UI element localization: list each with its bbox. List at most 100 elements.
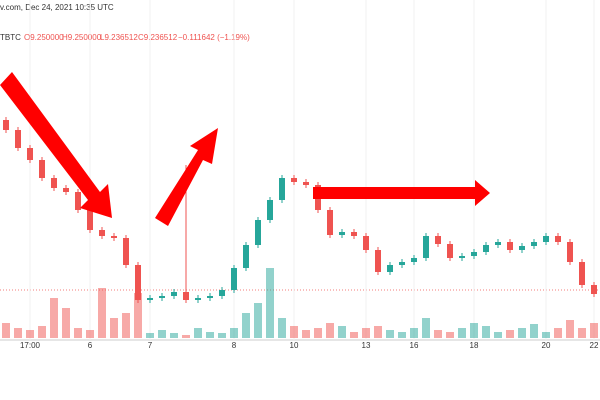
candle-body <box>411 258 417 262</box>
volume-bar <box>566 320 574 338</box>
symbol: TBTC <box>0 33 21 42</box>
candle-body <box>519 246 525 250</box>
candle-body <box>51 178 57 188</box>
volume-bar <box>362 328 370 338</box>
volume-bar <box>254 303 262 338</box>
x-tick-label: 13 <box>362 341 371 350</box>
candle-body <box>15 130 21 148</box>
volume-bar <box>206 332 214 338</box>
header-source: v.com, Dec 24, 2021 10:35 UTC <box>0 3 114 12</box>
candle-body <box>351 232 357 236</box>
volume-bar <box>386 330 394 338</box>
x-tick-label: 7 <box>148 341 153 350</box>
arrow-right <box>313 180 490 206</box>
candle-body <box>363 236 369 250</box>
candle-body <box>387 265 393 272</box>
candle-body <box>147 298 153 300</box>
volume-bar <box>506 330 514 338</box>
candle-body <box>267 200 273 220</box>
candle-body <box>255 220 261 245</box>
x-tick-label: 22 <box>590 341 599 350</box>
candle-body <box>231 268 237 290</box>
volume-bar <box>554 328 562 338</box>
volume-bar <box>338 326 346 338</box>
x-tick-label: 8 <box>232 341 237 350</box>
candle-body <box>3 120 9 130</box>
volume-bar <box>578 328 586 338</box>
x-tick-label: 6 <box>88 341 93 350</box>
arrow-up <box>155 128 218 226</box>
candle-body <box>591 285 597 294</box>
candle-body <box>207 296 213 298</box>
candle-body <box>243 245 249 268</box>
x-tick-label: 16 <box>410 341 419 350</box>
volume-bar <box>374 326 382 338</box>
candle-body <box>459 256 465 258</box>
volume-bar <box>242 313 250 338</box>
candle-body <box>39 160 45 178</box>
volume-bar <box>266 268 274 338</box>
candle-body <box>471 252 477 256</box>
volume-bar <box>410 328 418 338</box>
candle-body <box>423 236 429 258</box>
x-tick-label: 20 <box>542 341 551 350</box>
ohlc-high: H9.250000 <box>62 33 102 42</box>
volume-bar <box>494 332 502 338</box>
volume-bar <box>218 333 226 338</box>
volume-bar <box>470 323 478 338</box>
candle-body <box>543 236 549 242</box>
volume-bar <box>86 330 94 338</box>
volume-bar <box>530 324 538 338</box>
x-tick-label: 18 <box>470 341 479 350</box>
candle-body <box>87 210 93 230</box>
candle-body <box>339 232 345 235</box>
candle-body <box>159 296 165 298</box>
volume-bar <box>278 318 286 338</box>
volume-bar <box>26 330 34 338</box>
volume-bar <box>446 332 454 338</box>
volume-bar <box>122 313 130 338</box>
volume-bar <box>290 326 298 338</box>
volume-bar <box>50 298 58 338</box>
volume-bar <box>170 333 178 338</box>
candle-body <box>399 262 405 265</box>
volume-bar <box>74 328 82 338</box>
candle-body <box>291 178 297 182</box>
candle-body <box>495 242 501 245</box>
arrow-down <box>0 72 112 218</box>
candle-body <box>135 265 141 300</box>
volume-bar <box>98 288 106 338</box>
ohlc-close: C9.236512 <box>138 33 178 42</box>
volume-bar <box>146 333 154 338</box>
volume-bar <box>194 328 202 338</box>
candle-body <box>555 236 561 242</box>
volume-bar <box>458 328 466 338</box>
volume-bar <box>350 332 358 338</box>
arrows <box>0 72 490 226</box>
candle-body <box>219 290 225 296</box>
candle-body <box>195 298 201 300</box>
candle-body <box>63 188 69 192</box>
plot: 17:00 6 7 8 10 13 16 18 20 22 <box>2 0 599 350</box>
candle-body <box>303 182 309 185</box>
volume-bar <box>14 328 22 338</box>
candle-body <box>375 250 381 272</box>
volume-bar <box>110 318 118 338</box>
candle-body <box>123 238 129 265</box>
candle-body <box>435 236 441 244</box>
x-tick-label: 17:00 <box>20 341 41 350</box>
volume-bar <box>326 323 334 338</box>
candle-body <box>483 245 489 252</box>
candle-body <box>279 178 285 200</box>
volume-bar <box>302 330 310 338</box>
ohlc-open: O9.250000 <box>24 33 64 42</box>
volume-bar <box>542 332 550 338</box>
candle-body <box>75 192 81 210</box>
candle-body <box>111 236 117 238</box>
volume-bar <box>314 328 322 338</box>
candle-body <box>27 148 33 160</box>
volume-bar <box>182 335 190 338</box>
volume-bar <box>38 326 46 338</box>
candle-body <box>327 210 333 235</box>
volume-bar <box>434 330 442 338</box>
